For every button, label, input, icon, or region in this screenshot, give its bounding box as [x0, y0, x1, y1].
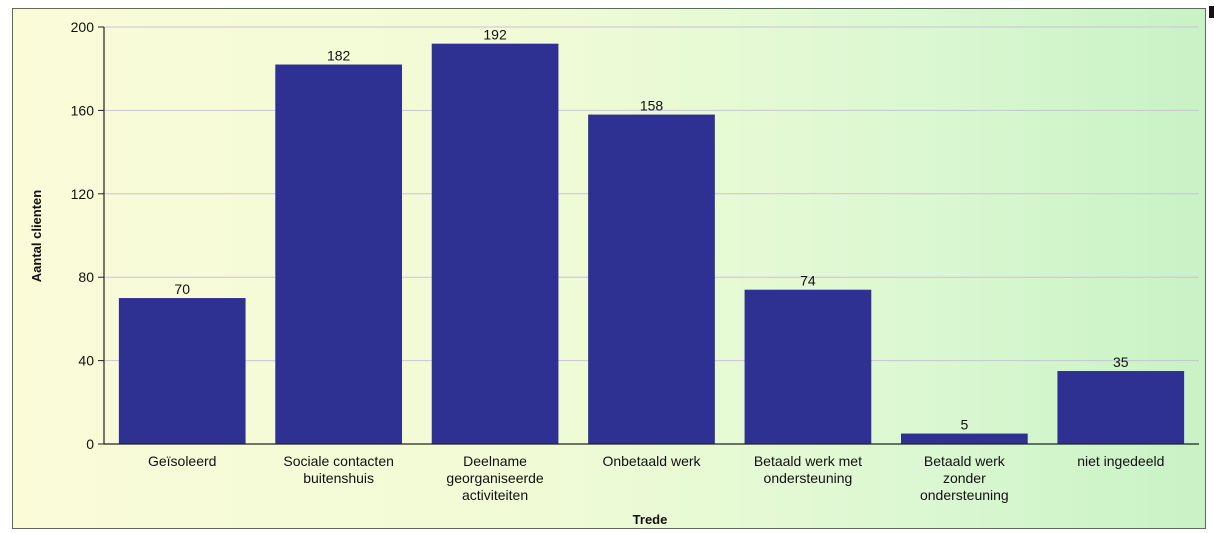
corner-mark [1209, 6, 1214, 18]
x-axis-title: Trede [633, 512, 668, 527]
category-label: niet ingedeeld [1077, 453, 1164, 469]
y-tick-label: 40 [78, 353, 94, 369]
data-label: 74 [800, 273, 816, 289]
bar [744, 289, 872, 444]
category-label: Onbetaald werk [602, 453, 701, 469]
labels: 0 40 80 120 160 200 70 Geïsoleerd 182 Sociale con… [71, 19, 1165, 503]
bars [118, 43, 1185, 445]
category-label: Geïsoleerd [148, 453, 216, 469]
y-tick-label: 80 [78, 269, 94, 285]
bar [431, 43, 559, 445]
category-label: Betaald werk zonder ondersteuning [920, 453, 1009, 503]
bar [1057, 371, 1185, 444]
category-label: Betaald werk met ondersteuning [754, 453, 862, 486]
bar [588, 114, 715, 444]
data-label: 5 [960, 417, 968, 433]
bar [118, 298, 246, 444]
data-label: 182 [327, 48, 351, 64]
axes [98, 26, 1199, 445]
y-tick-label: 120 [71, 186, 95, 202]
category-label: Sociale contacten buitenshuis [283, 453, 394, 486]
data-label: 158 [640, 98, 664, 114]
y-axis-title: Aantal clienten [29, 190, 44, 283]
data-label: 192 [483, 27, 507, 43]
bar [901, 433, 1028, 444]
data-label: 35 [1113, 354, 1129, 370]
y-tick-label: 200 [71, 19, 95, 35]
y-tick-label: 160 [71, 102, 95, 118]
data-label: 70 [174, 281, 190, 297]
category-label: Deelname georganiseerde activiteiten [446, 453, 544, 503]
y-tick-label: 0 [86, 436, 94, 452]
bar [275, 64, 402, 444]
